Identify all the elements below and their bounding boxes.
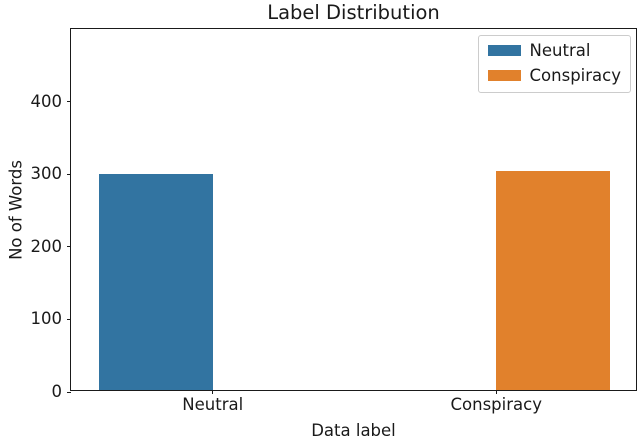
y-tick-label: 100 <box>30 309 63 329</box>
y-tick-label: 0 <box>51 382 63 401</box>
legend-swatch-icon <box>487 70 521 82</box>
legend-item: Neutral <box>487 41 621 61</box>
x-tick-label: Conspiracy <box>450 395 542 414</box>
y-tick-mark <box>67 246 71 248</box>
legend-label: Neutral <box>529 41 591 60</box>
chart-title: Label Distribution <box>267 1 440 24</box>
legend-label: Conspiracy <box>529 65 621 85</box>
x-axis-label: Data label <box>311 421 396 440</box>
y-tick-mark <box>67 391 71 393</box>
bar-neutral <box>99 173 213 390</box>
x-tick-label: Neutral <box>182 395 244 414</box>
legend-item: Conspiracy <box>487 65 621 86</box>
x-tick-mark <box>212 390 214 394</box>
y-tick-mark <box>67 101 71 103</box>
bar-conspiracy <box>496 171 610 390</box>
y-tick-label: 400 <box>30 91 63 111</box>
y-tick-label: 200 <box>30 236 63 256</box>
y-tick-mark <box>67 318 71 320</box>
y-axis-label: No of Words <box>6 160 26 260</box>
legend: Neutral Conspiracy <box>477 35 631 93</box>
y-tick-label: 300 <box>30 164 63 184</box>
x-tick-mark <box>495 390 497 394</box>
legend-swatch-icon <box>487 45 521 57</box>
plot-area: Neutral Conspiracy 0 100 200 300 400 Neutral Co… <box>31 28 637 413</box>
y-tick-mark <box>67 173 71 175</box>
